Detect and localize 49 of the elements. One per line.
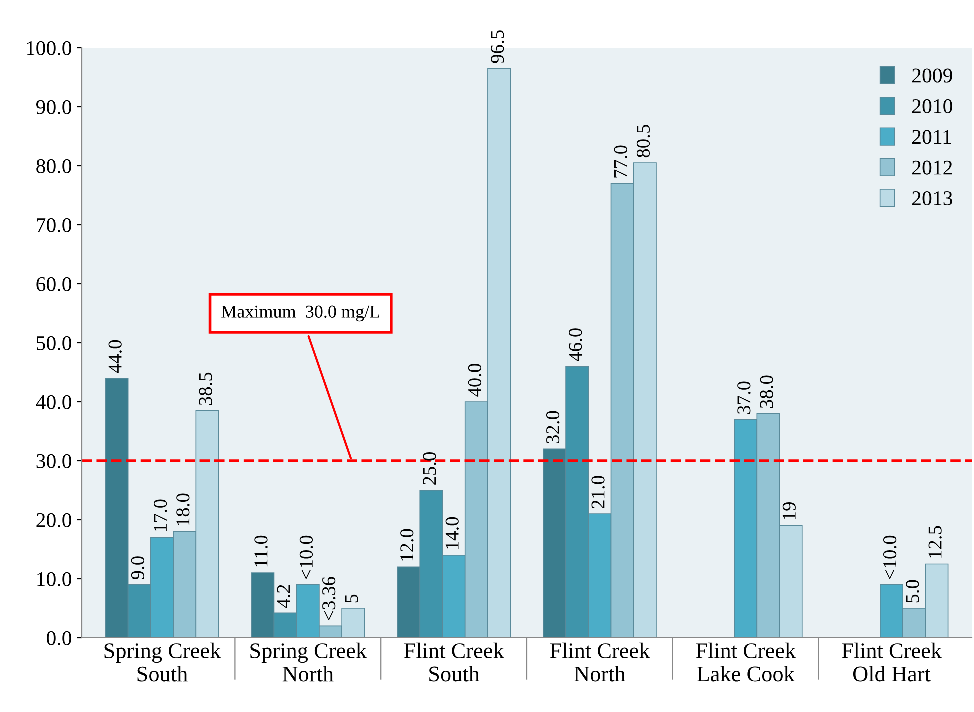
y-tick-label: 80.0 xyxy=(36,159,72,174)
y-tick-label: 60.0 xyxy=(36,277,72,292)
y-tick-label: 10.0 xyxy=(38,572,72,587)
data-label: 21.0 xyxy=(592,476,605,509)
x-tick-label: Spring Creek South xyxy=(104,642,222,682)
data-label: <3.36 xyxy=(322,577,336,621)
data-label: 44.0 xyxy=(108,340,122,374)
data-label: 11.0 xyxy=(254,536,268,567)
data-label: 96.5 xyxy=(491,30,504,64)
data-label: <10.0 xyxy=(300,536,314,580)
data-label: 5.0 xyxy=(906,580,920,603)
y-tick-label: 100.0 xyxy=(27,41,72,56)
y-tick-label: 70.0 xyxy=(37,218,72,233)
legend-label: 2012 xyxy=(912,160,952,175)
legend-label: 2013 xyxy=(912,191,952,206)
data-label: 80.5 xyxy=(636,125,650,158)
data-label: 5 xyxy=(345,594,358,603)
data-label: 32.0 xyxy=(546,411,560,444)
x-tick-label: Flint Creek North xyxy=(550,642,650,682)
data-label: 17.0 xyxy=(154,500,168,532)
y-tick-label: 30.0 xyxy=(36,454,72,469)
x-tick-label: Spring Creek North xyxy=(250,642,368,682)
y-tick-label: 90.0 xyxy=(36,100,72,115)
data-label: <10.0 xyxy=(884,536,897,580)
data-label: 4.2 xyxy=(277,585,290,608)
data-label: 46.0 xyxy=(569,328,582,362)
legend-label: 2010 xyxy=(912,99,952,114)
data-label: 77.0 xyxy=(614,146,628,178)
data-label: 38.0 xyxy=(760,376,774,408)
y-tick-label: 40.0 xyxy=(36,395,72,410)
data-label: 37.0 xyxy=(738,382,751,414)
x-tick-label: Flint Creek Lake Cook xyxy=(696,642,796,682)
data-label: 18.0 xyxy=(176,494,190,526)
data-label: 9.0 xyxy=(131,556,145,580)
data-label: 12.5 xyxy=(928,526,942,558)
x-tick-label: Flint Creek Old Hart xyxy=(842,642,942,682)
ref-line-label: Maximum 30.0 mg/L xyxy=(222,306,380,322)
data-label: 19 xyxy=(782,502,796,520)
x-tick-label: Flint Creek South xyxy=(404,642,504,682)
data-label: 12.0 xyxy=(400,529,414,561)
data-label: 14.0 xyxy=(446,517,459,549)
y-tick-label: 50.0 xyxy=(37,336,72,351)
y-tick-label: 20.0 xyxy=(36,513,72,528)
legend-label: 2009 xyxy=(912,68,952,83)
legend-label: 2011 xyxy=(912,130,952,144)
data-label: 38.5 xyxy=(199,372,212,406)
data-label: 25.0 xyxy=(423,452,436,485)
data-label: 40.0 xyxy=(468,364,482,397)
y-tick-label: 0.0 xyxy=(47,631,72,646)
